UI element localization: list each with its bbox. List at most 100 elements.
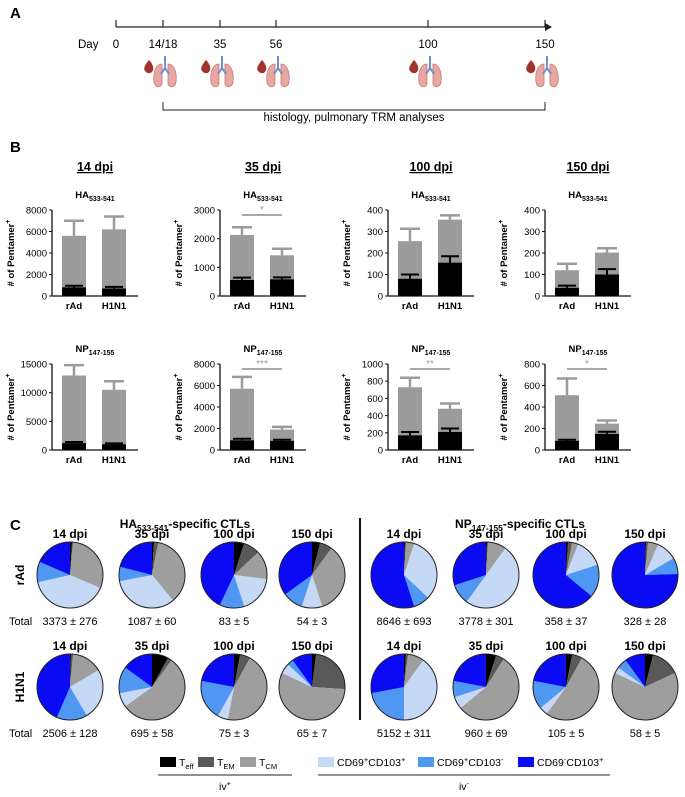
y-axis-label-main: # of Pentamer <box>6 223 17 286</box>
y-tick-label: 6000 <box>194 381 215 392</box>
y-axis-label-main: # of Pentamer <box>6 377 17 440</box>
pie-slice <box>312 543 332 575</box>
significance-marker: ** <box>426 359 434 370</box>
pie-dpi-title: 100 dpi <box>545 527 586 541</box>
pie-outline <box>36 653 104 721</box>
legend-swatch <box>318 757 334 767</box>
pie-slice <box>36 654 70 718</box>
y-tick-label: 0 <box>42 446 47 457</box>
timeline-tick-label: 56 <box>270 39 283 51</box>
y-tick-label: 200 <box>524 424 540 435</box>
legend-label-main: T <box>179 757 186 769</box>
pie-slice <box>119 566 152 582</box>
pie-total-value: 105 ± 5 <box>548 728 585 740</box>
lung-icon <box>257 56 290 88</box>
pie-outline <box>611 541 679 609</box>
y-axis-label-superscript: + <box>173 374 180 378</box>
y-tick-label: 0 <box>378 446 383 457</box>
legend-label: Teff <box>179 757 195 771</box>
total-label: Total <box>9 616 32 628</box>
y-axis-label-superscript: + <box>341 374 348 378</box>
y-tick-label: 400 <box>524 206 540 217</box>
y-tick-label: 10000 <box>21 388 47 399</box>
blood-drop-shape <box>144 60 154 74</box>
pie-slice <box>466 548 519 608</box>
y-tick-label: 800 <box>367 377 383 388</box>
pie-slice <box>404 654 409 687</box>
pie-slice <box>37 575 101 608</box>
y-tick-label: 400 <box>367 411 383 422</box>
significance-marker: * <box>260 205 264 216</box>
pie-slice <box>486 654 497 687</box>
legend-group-label: iv+ <box>219 779 232 793</box>
legend-swatch <box>518 757 534 767</box>
pie-group-title: NP147-155-specific CTLs <box>455 517 585 533</box>
blood-drop-shape <box>526 60 536 74</box>
legend-label: TEM <box>217 757 235 771</box>
pie-slice <box>287 660 312 687</box>
y-tick-label: 1000 <box>194 263 215 274</box>
legend-label-mid: CD103 <box>368 757 401 769</box>
panel-c-pie-charts: HA533-541-specific CTLs NP147-155-specifi… <box>9 517 679 740</box>
legend-swatch <box>160 757 176 767</box>
y-tick-label: 800 <box>524 360 540 371</box>
pie-slice <box>404 542 406 575</box>
y-axis-label: # of Pentamer+ <box>173 220 185 287</box>
right-lung-shape <box>167 63 177 88</box>
legend-label-superscript: + <box>464 755 469 764</box>
bar-total-H1N1 <box>102 389 126 450</box>
y-axis-label-superscript: + <box>498 374 505 378</box>
pie-outline <box>278 541 346 609</box>
x-tick-label: H1N1 <box>102 455 127 466</box>
pie-slice <box>312 654 345 690</box>
pie-slice <box>152 658 172 687</box>
trachea-shape <box>217 56 227 75</box>
legend-label-mid: CD103 <box>566 757 599 769</box>
pie-slice <box>301 575 323 608</box>
y-tick-label: 200 <box>367 428 383 439</box>
bar-iv-positive-H1N1 <box>438 262 462 296</box>
legend-label: TCM <box>259 757 277 771</box>
right-lung-shape <box>549 63 559 88</box>
pie-total-value: 65 ± 7 <box>297 728 328 740</box>
pie-dpi-title: 100 dpi <box>545 639 586 653</box>
pie-total-value: 3778 ± 301 <box>459 616 514 628</box>
pie-slice <box>152 654 168 687</box>
pie-slice <box>625 654 645 687</box>
pie-outline <box>452 653 520 721</box>
pie-slice <box>371 687 404 720</box>
pie-slice <box>645 542 649 575</box>
bar-total-H1N1 <box>102 229 126 296</box>
bar-chart-7: NP147-155# of Pentamer+02004006008001000… <box>341 344 474 466</box>
timeline-tick-label: 14/18 <box>149 39 178 51</box>
pie-outline <box>452 541 520 609</box>
pie-dpi-title: 14 dpi <box>53 527 88 541</box>
pie-dpi-title: 14 dpi <box>387 639 422 653</box>
timeline-tick-label: 0 <box>113 39 119 51</box>
pie-group-title: HA533-541-specific CTLs <box>120 517 251 533</box>
bar-iv-positive-rAd <box>398 435 422 450</box>
subplot-title: NP147-155 <box>569 344 608 357</box>
pie-slice <box>615 667 645 687</box>
legend-label-main: CD69 <box>437 757 464 769</box>
y-axis-label-superscript: + <box>173 220 180 224</box>
y-axis-label-main: # of Pentamer <box>499 223 510 286</box>
legend-swatch <box>418 757 434 767</box>
pie-dpi-title: 150 dpi <box>291 527 332 541</box>
pie-slice <box>566 564 600 597</box>
subplot-title: NP147-155 <box>412 344 451 357</box>
pie-slice <box>453 680 486 698</box>
y-tick-label: 4000 <box>26 249 47 260</box>
y-tick-label: 0 <box>210 446 215 457</box>
y-tick-label: 400 <box>524 403 540 414</box>
panel-label-b: B <box>10 139 21 156</box>
pie-slice <box>70 542 74 575</box>
x-tick-label: rAd <box>66 455 83 466</box>
pie-outline <box>200 541 268 609</box>
significance-marker: * <box>585 359 589 370</box>
subplot-title-main: NP <box>569 344 583 355</box>
pie-total-value: 2506 ± 128 <box>43 728 98 740</box>
pie-slice <box>454 687 486 709</box>
pie-slice <box>234 542 245 575</box>
